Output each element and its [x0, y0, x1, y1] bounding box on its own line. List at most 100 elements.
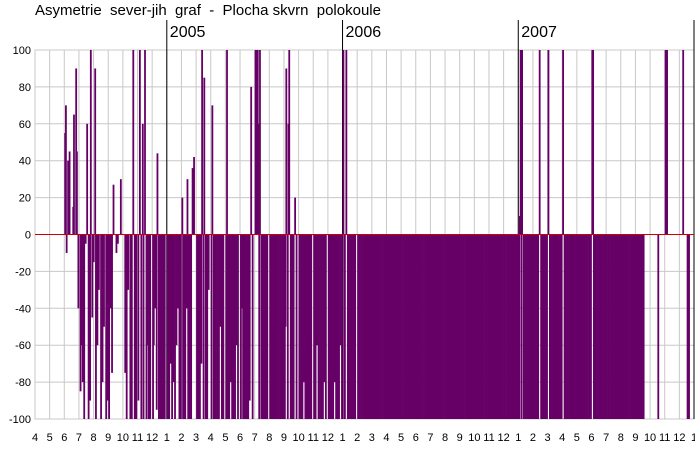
bar: [275, 234, 277, 419]
bar: [343, 234, 346, 419]
bar: [149, 234, 152, 419]
bar: [313, 234, 316, 419]
bar: [184, 234, 187, 419]
x-tick-label: 11: [659, 432, 670, 444]
bar: [282, 234, 285, 419]
bar: [546, 234, 548, 419]
bar: [178, 234, 181, 419]
bar: [298, 234, 301, 419]
x-tick-label: 5: [222, 432, 228, 444]
bar: [67, 160, 70, 235]
bar: [494, 234, 497, 419]
bar: [226, 50, 228, 235]
bar: [138, 50, 141, 235]
bar: [346, 234, 349, 419]
bar: [447, 234, 450, 419]
bar: [193, 157, 195, 235]
bar: [301, 234, 304, 419]
y-tick-label: -40: [15, 303, 31, 315]
bar: [172, 234, 175, 383]
x-tick-label: 9: [281, 432, 287, 444]
x-tick-label: 6: [61, 432, 67, 444]
bar: [682, 50, 685, 235]
bar: [199, 234, 201, 419]
bar: [657, 234, 660, 419]
year-labels: 20052006200720: [170, 24, 557, 41]
bar: [632, 234, 635, 419]
x-tick-label: 3: [544, 432, 550, 444]
bar: [411, 234, 414, 419]
bar: [437, 234, 440, 419]
bar: [628, 234, 630, 419]
bar: [436, 234, 439, 419]
x-tick-label: 6: [413, 432, 419, 444]
bar: [412, 234, 415, 419]
bar: [616, 234, 619, 419]
bar: [103, 234, 105, 327]
chart-title: Asymetrie sever-jih graf - Plocha skvrn …: [35, 2, 381, 19]
bar: [478, 234, 481, 419]
bar: [247, 234, 250, 419]
bar: [240, 234, 242, 419]
bar: [418, 234, 421, 419]
bar: [207, 234, 210, 290]
bar: [162, 234, 165, 419]
bar: [595, 234, 598, 419]
x-tick-label: 11: [308, 432, 319, 444]
bar: [279, 234, 282, 419]
bar: [570, 234, 573, 419]
bar: [232, 234, 235, 419]
y-tick-label: -20: [15, 266, 31, 278]
bar: [320, 234, 323, 419]
bar: [197, 234, 200, 419]
bar: [572, 234, 575, 419]
y-tick-label: 0: [25, 230, 31, 242]
bar: [458, 234, 461, 419]
bar: [499, 234, 502, 419]
bar: [317, 234, 320, 419]
x-tick-label: 10: [117, 432, 129, 444]
bar: [235, 234, 238, 346]
bar: [578, 234, 581, 419]
x-tick-label: 12: [497, 432, 509, 444]
bar: [339, 234, 342, 346]
bar: [614, 234, 617, 419]
x-tick-label: 5: [398, 432, 404, 444]
bar: [516, 234, 519, 419]
bar: [225, 234, 228, 419]
bar: [106, 234, 109, 401]
bar: [240, 234, 243, 309]
bar: [629, 234, 632, 419]
bar: [452, 234, 455, 419]
bar: [587, 234, 589, 419]
bar: [491, 234, 494, 419]
bar: [508, 234, 510, 419]
bar: [245, 234, 248, 419]
bar: [544, 234, 547, 419]
x-tick-label: 12: [322, 432, 334, 444]
bar: [453, 234, 456, 419]
bar: [529, 234, 532, 419]
bar: [569, 234, 572, 419]
bar: [291, 234, 294, 419]
bar: [686, 234, 689, 419]
bar: [556, 234, 559, 419]
bar: [351, 234, 354, 419]
bar: [294, 197, 297, 235]
bar: [638, 234, 641, 419]
bar: [525, 234, 528, 419]
bar: [541, 234, 544, 419]
y-tick-label: 60: [19, 119, 31, 131]
bar: [563, 234, 566, 419]
x-tick-label: 1: [691, 432, 695, 444]
x-tick-label: 9: [105, 432, 111, 444]
bar: [440, 234, 443, 419]
bar: [373, 234, 376, 419]
bar: [278, 234, 280, 419]
x-tick-label: 9: [457, 432, 463, 444]
bar: [100, 234, 102, 419]
bar: [112, 184, 115, 235]
bar: [94, 68, 97, 235]
bar: [108, 234, 111, 419]
bar: [187, 234, 190, 419]
